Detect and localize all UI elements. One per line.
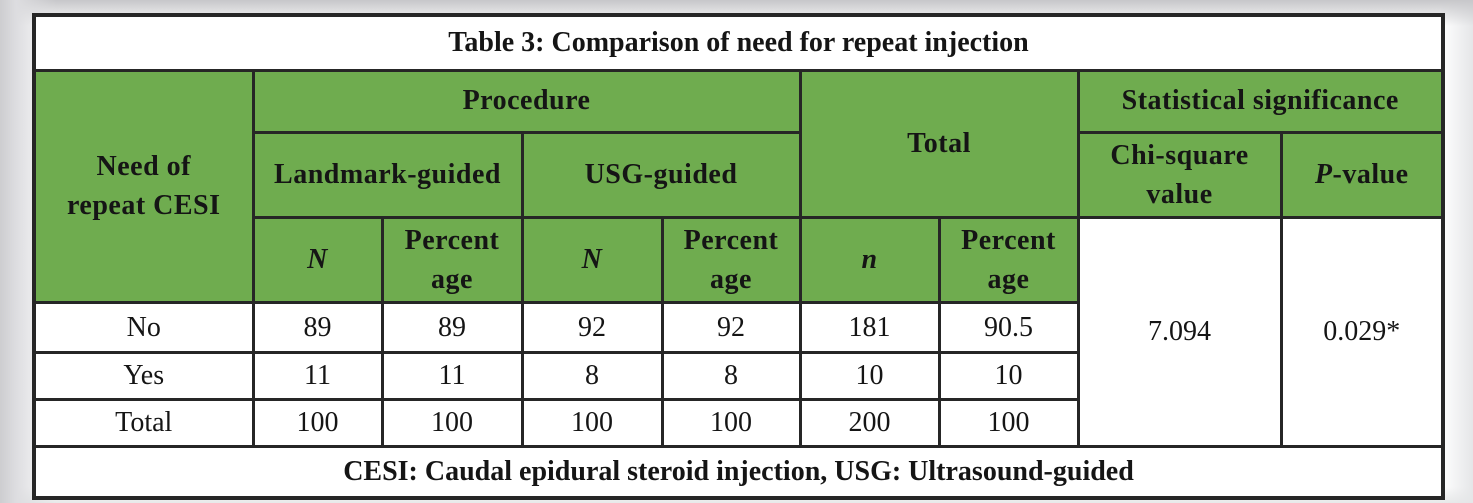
row-yes-usg-n: 8 — [520, 351, 664, 402]
row-total-landmark-n: 100 — [251, 398, 384, 449]
row-no-label: No — [32, 301, 255, 355]
header-landmark-guided: Landmark-guided — [251, 130, 524, 219]
row-total-total-pct: 100 — [937, 398, 1080, 449]
row-no-landmark-n: 89 — [251, 301, 384, 355]
header-total: Total — [798, 68, 1080, 219]
header-usg-guided: USG-guided — [520, 130, 802, 219]
p-value-cell: 0.029* — [1279, 215, 1445, 449]
table-footnote: CESI: Caudal epidural steroid injection,… — [32, 445, 1445, 500]
row-no-usg-pct: 92 — [660, 301, 802, 355]
p-value-italic-letter: P — [1314, 158, 1333, 190]
row-total-usg-n: 100 — [520, 398, 664, 449]
row-yes-landmark-n: 11 — [251, 351, 384, 402]
table-row-no: No 89 89 92 92 181 90.5 — [32, 301, 1443, 355]
row-yes-total-n: 10 — [798, 351, 941, 402]
subheader-total-n: n — [798, 215, 941, 305]
row-no-usg-n: 92 — [520, 301, 664, 355]
row-total-usg-pct: 100 — [660, 398, 802, 449]
row-yes-label: Yes — [32, 351, 255, 402]
row-no-total-pct: 90.5 — [937, 301, 1080, 355]
row-total-label: Total — [32, 398, 255, 449]
subheader-usg-n: N — [520, 215, 664, 305]
p-value-suffix: -value — [1332, 158, 1409, 190]
subheader-landmark-percentage: Percent age — [380, 215, 524, 305]
header-p-value: P-value — [1279, 130, 1445, 219]
row-total-landmark-pct: 100 — [380, 398, 524, 449]
header-procedure: Procedure — [251, 68, 802, 134]
row-no-landmark-pct: 89 — [380, 301, 524, 355]
table-title: Table 3: Comparison of need for repeat i… — [32, 13, 1445, 72]
row-yes-usg-pct: 8 — [660, 351, 802, 402]
table-repeat-injection: Table 3: Comparison of need for repeat i… — [32, 13, 1445, 500]
row-total-total-n: 200 — [798, 398, 941, 449]
row-yes-landmark-pct: 11 — [380, 351, 524, 402]
header-chi-square-value: Chi-square value — [1076, 130, 1283, 219]
row-yes-total-pct: 10 — [937, 351, 1080, 402]
header-statistical-significance: Statistical significance — [1076, 68, 1445, 134]
subheader-landmark-n: N — [251, 215, 384, 305]
subheader-usg-percentage: Percent age — [660, 215, 802, 305]
header-need-of-repeat-cesi: Need of repeat CESI — [32, 68, 255, 305]
subheader-total-percentage: Percent age — [937, 215, 1080, 305]
chi-square-value-cell: 7.094 — [1076, 215, 1283, 449]
table-row-total: Total 100 100 100 100 200 100 — [32, 398, 1443, 449]
table-row-yes: Yes 11 11 8 8 10 10 — [32, 351, 1443, 402]
row-no-total-n: 181 — [798, 301, 941, 355]
